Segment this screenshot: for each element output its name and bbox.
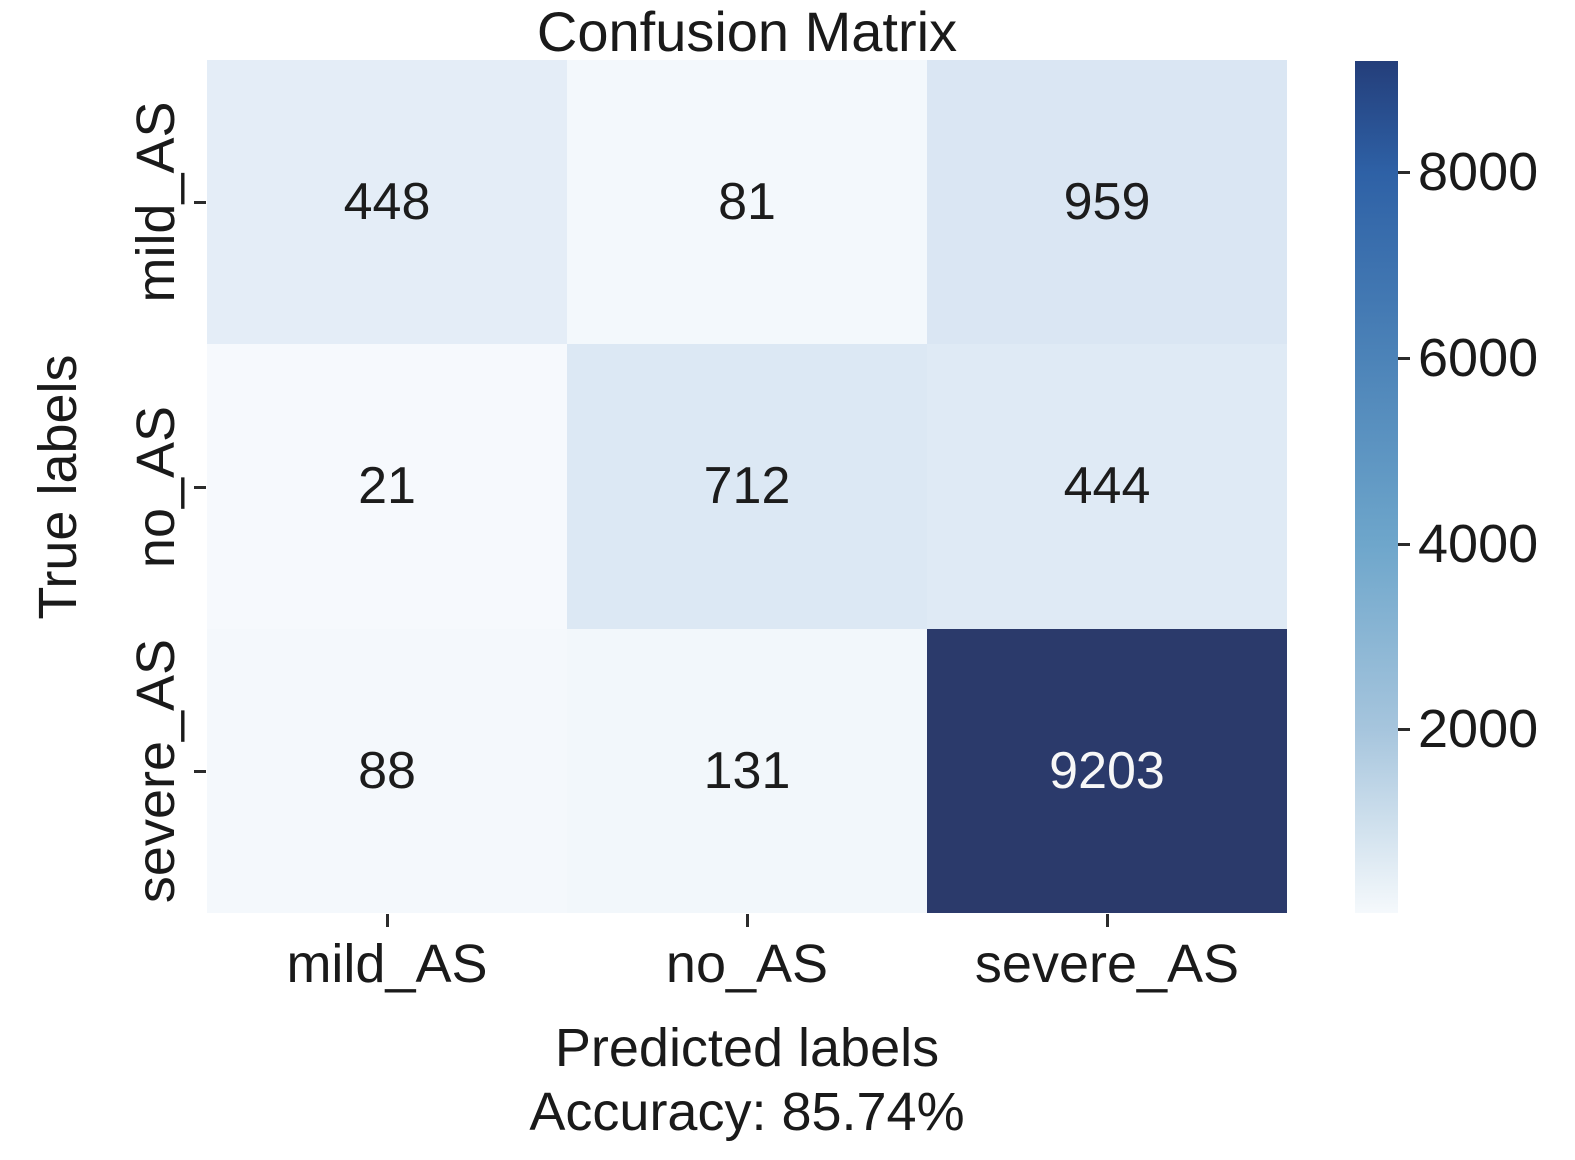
accuracy-text: Accuracy: 85.74% bbox=[529, 1082, 965, 1142]
y-tick-mark bbox=[194, 486, 206, 489]
y-tick-mark bbox=[194, 201, 206, 204]
x-axis-label: Predicted labels bbox=[554, 1018, 940, 1078]
y-tick-label: severe_AS bbox=[126, 638, 186, 904]
heatmap-cell: 448 bbox=[207, 60, 567, 345]
heatmap-cell: 21 bbox=[207, 344, 567, 629]
heatmap-cell: 81 bbox=[567, 60, 927, 345]
colorbar-tick-mark bbox=[1398, 728, 1410, 731]
x-tick-label: severe_AS bbox=[974, 934, 1240, 994]
chart-title: Confusion Matrix bbox=[536, 0, 958, 63]
y-tick-label: no_AS bbox=[126, 405, 186, 569]
colorbar-tick-mark bbox=[1398, 543, 1410, 546]
x-tick-mark bbox=[1106, 914, 1109, 927]
x-tick-mark bbox=[746, 914, 749, 927]
colorbar-tick-label: 2000 bbox=[1418, 699, 1539, 759]
x-tick-label: mild_AS bbox=[286, 934, 488, 994]
y-tick-mark bbox=[194, 770, 206, 773]
heatmap-cell: 131 bbox=[567, 628, 927, 913]
heatmap-grid: 448 81 959 21 712 444 88 131 9203 bbox=[207, 60, 1287, 913]
colorbar-tick-mark bbox=[1398, 171, 1410, 174]
colorbar-tick-label: 4000 bbox=[1418, 514, 1539, 574]
y-axis-label: True labels bbox=[28, 354, 88, 620]
heatmap-cell: 959 bbox=[927, 60, 1287, 345]
colorbar-tick-label: 6000 bbox=[1418, 328, 1539, 388]
colorbar-gradient bbox=[1355, 61, 1398, 913]
x-tick-mark bbox=[386, 914, 389, 927]
heatmap-cell: 444 bbox=[927, 344, 1287, 629]
heatmap-cell: 712 bbox=[567, 344, 927, 629]
heatmap-cell: 88 bbox=[207, 628, 567, 913]
heatmap-cell: 9203 bbox=[927, 628, 1287, 913]
x-tick-label: no_AS bbox=[665, 934, 829, 994]
y-tick-label: mild_AS bbox=[126, 101, 186, 303]
colorbar-tick-label: 8000 bbox=[1418, 142, 1539, 202]
colorbar-tick-mark bbox=[1398, 357, 1410, 360]
